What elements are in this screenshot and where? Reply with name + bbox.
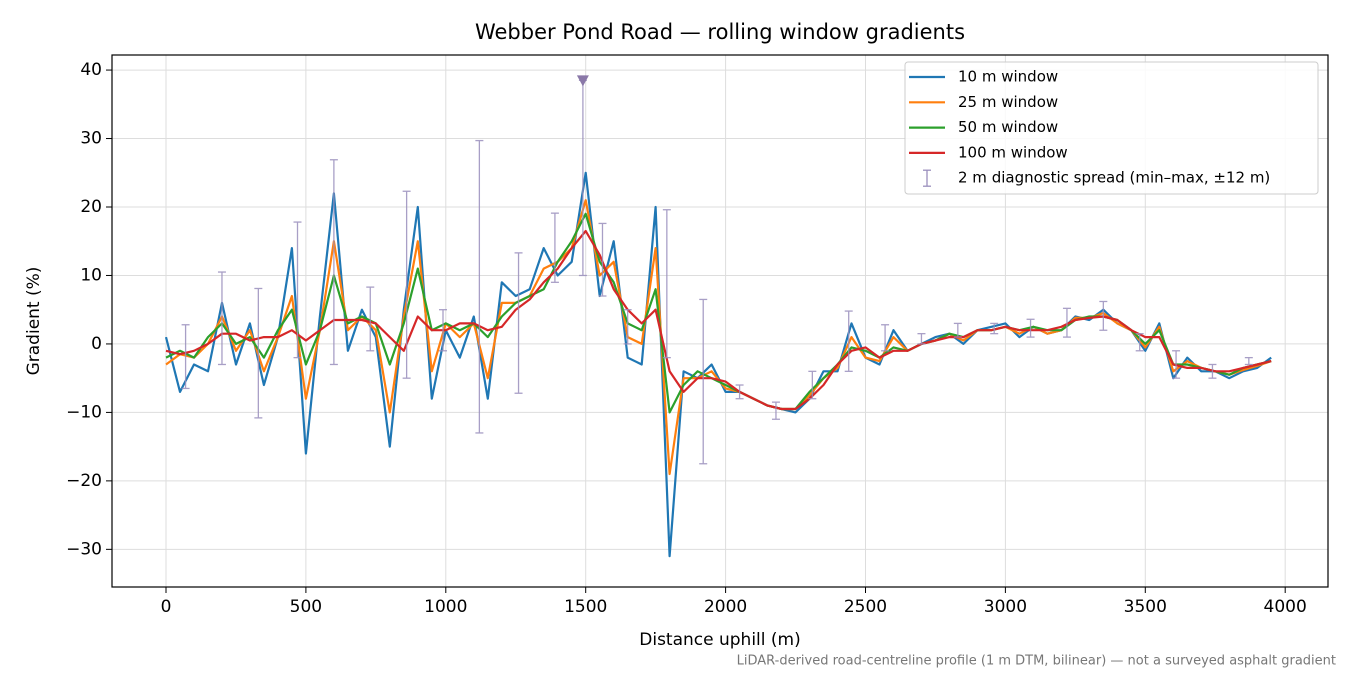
y-tick-label: 10 — [80, 265, 102, 285]
error-bar — [844, 310, 853, 372]
legend-label: 25 m window — [958, 93, 1058, 111]
footnote: LiDAR-derived road-centreline profile (1… — [737, 654, 1336, 669]
y-tick-label: −20 — [66, 471, 102, 491]
y-tick-label: 30 — [80, 129, 102, 149]
chart-title: Webber Pond Road — rolling window gradie… — [475, 20, 965, 44]
x-axis-label: Distance uphill (m) — [639, 630, 800, 650]
error-bar — [254, 287, 263, 419]
legend-label: 10 m window — [958, 68, 1058, 86]
y-tick-label: 20 — [80, 197, 102, 217]
legend-label: 50 m window — [958, 118, 1058, 136]
error-bar — [1026, 318, 1035, 338]
error-bar — [623, 309, 632, 345]
error-bar — [771, 401, 780, 420]
x-tick-label: 3000 — [984, 597, 1027, 617]
error-bar — [662, 209, 671, 359]
y-tick-label: 40 — [80, 60, 102, 80]
error-bar — [293, 221, 302, 359]
error-bar — [953, 322, 962, 338]
error-bar — [1062, 307, 1071, 338]
error-bar — [439, 309, 448, 352]
clip-marker — [576, 75, 589, 87]
legend-label: 2 m diagnostic spread (min–max, ±12 m) — [958, 169, 1270, 187]
error-bar — [217, 271, 226, 366]
error-bar — [699, 298, 708, 465]
error-bar — [475, 139, 484, 434]
y-tick-label: −30 — [66, 539, 102, 559]
line-series — [165, 212, 1272, 414]
y-tick-label: −10 — [66, 402, 102, 422]
error-bar — [735, 384, 744, 400]
error-bar — [181, 324, 190, 390]
error-bar — [1172, 350, 1181, 379]
error-bar — [366, 286, 375, 352]
error-bar — [1135, 333, 1144, 352]
error-bar — [329, 159, 338, 366]
x-tick-label: 500 — [290, 597, 322, 617]
error-bar — [1244, 356, 1253, 366]
error-bar — [1099, 300, 1108, 331]
error-bar — [402, 190, 411, 379]
error-bar — [808, 370, 817, 400]
legend: 10 m window 25 m window 50 m window 100 m w… — [904, 61, 1319, 195]
x-tick-label: 1000 — [424, 597, 467, 617]
y-tick-label: 0 — [91, 334, 102, 354]
x-tick-label: 2000 — [704, 597, 747, 617]
line-series — [165, 229, 1272, 411]
error-bar — [514, 252, 523, 394]
x-tick-label: 0 — [161, 597, 172, 617]
error-bar — [990, 322, 999, 335]
plot-frame — [111, 54, 1329, 588]
error-bar — [550, 212, 559, 283]
error-bar — [1208, 363, 1217, 379]
error-bar — [881, 324, 890, 352]
error-bar — [917, 333, 926, 345]
x-tick-label: 3500 — [1124, 597, 1167, 617]
error-bar — [598, 222, 607, 297]
x-tick-label: 1500 — [564, 597, 607, 617]
legend-label: 100 m window — [958, 143, 1068, 161]
legend-box — [904, 61, 1319, 195]
x-tick-label: 2500 — [844, 597, 887, 617]
x-tick-label: 4000 — [1264, 597, 1307, 617]
y-axis-label: Gradient (%) — [24, 267, 44, 376]
